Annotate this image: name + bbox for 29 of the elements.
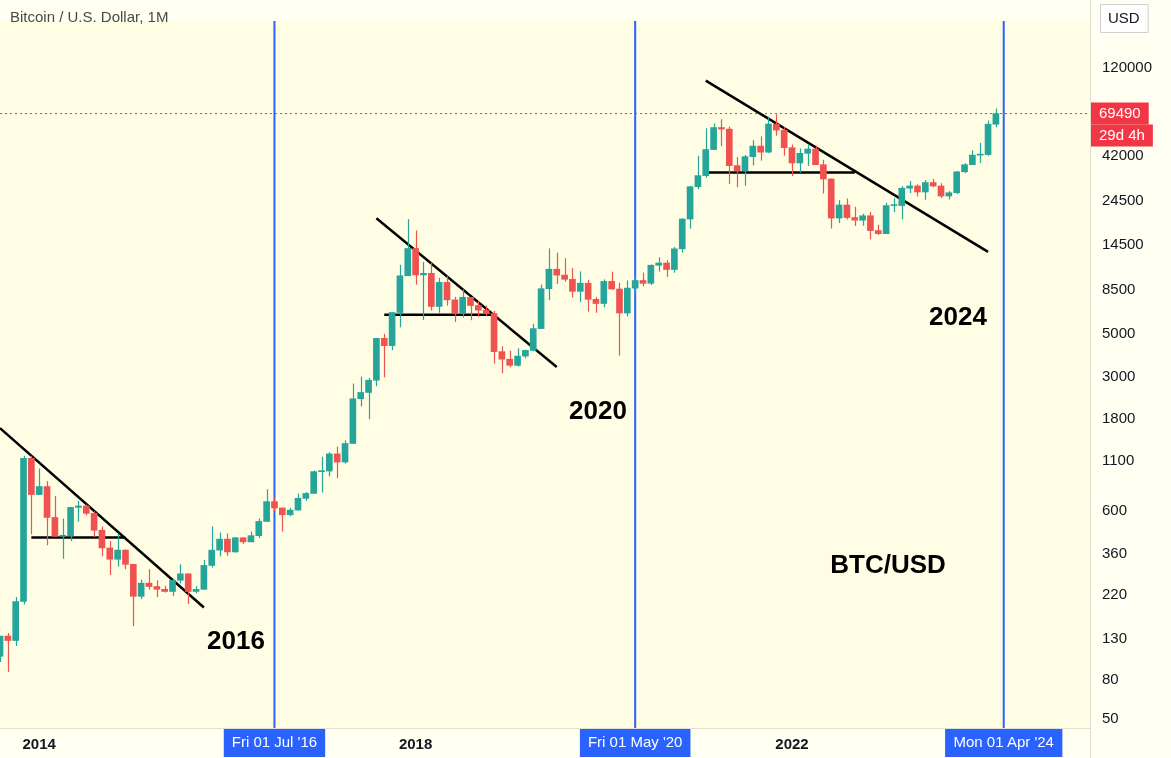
y-tick-label: 130	[1102, 629, 1128, 647]
ref-line-label: Mon 01 Apr '24	[953, 733, 1054, 751]
y-tick-label: 1100	[1102, 450, 1135, 468]
x-tick-label: 2014	[22, 735, 57, 753]
y-tick-label: 5000	[1102, 323, 1136, 341]
y-tick-label: 1800	[1102, 409, 1136, 427]
y-tick-label: 360	[1102, 544, 1128, 562]
y-tick-label: 80	[1102, 669, 1119, 687]
y-tick-label: 14500	[1102, 234, 1144, 252]
text: 29d 4h	[1099, 125, 1145, 143]
ref-line-label: 69490	[1099, 103, 1141, 121]
y-tick-label: 120000	[1102, 57, 1153, 75]
annotation: 2020	[569, 395, 627, 426]
x-tick-label: 2022	[775, 735, 809, 753]
y-tick-label: 3000	[1102, 366, 1136, 384]
y-axis-title: USD	[1108, 9, 1140, 27]
chart-title: Bitcoin / U.S. Dollar, 1M	[10, 8, 169, 26]
y-tick-label: 8500	[1102, 279, 1136, 297]
x-tick-label: 2018	[398, 735, 433, 753]
y-tick-label: 42000	[1102, 145, 1144, 163]
annotation: BTC/USD	[830, 549, 946, 580]
y-tick-label: 600	[1102, 501, 1128, 519]
y-tick-label: 50	[1102, 709, 1119, 727]
ref-line-label: Fri 01 Jul '16	[231, 733, 318, 751]
y-tick-label: 220	[1102, 585, 1128, 603]
annotation: 2016	[207, 625, 265, 656]
y-tick-label: 24500	[1102, 190, 1144, 208]
annotation: 2024	[929, 301, 988, 332]
ref-line-label: Fri 01 May '20	[587, 733, 683, 751]
